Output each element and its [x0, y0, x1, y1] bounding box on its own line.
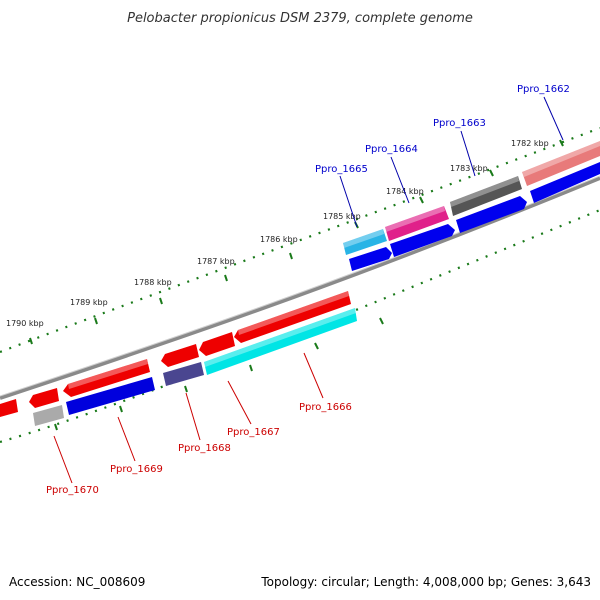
tick-label: 1786 kbp: [260, 235, 298, 244]
minus-strand-inner: [33, 308, 357, 426]
leader-line: [53, 435, 73, 484]
major-tick: [94, 317, 98, 325]
leader-line: [227, 380, 252, 425]
leader-line: [185, 392, 201, 441]
top-leader-lines: [339, 96, 564, 228]
feature-shading: [68, 141, 600, 389]
tick-label: 1790 kbp: [6, 319, 44, 328]
leader-line: [117, 416, 136, 462]
gene-feature[interactable]: [385, 206, 449, 241]
gene-feature[interactable]: [450, 176, 522, 216]
map-title: Pelobacter propionicus DSM 2379, complet…: [127, 11, 473, 26]
major-tick: [159, 297, 163, 305]
gene-label[interactable]: Ppro_1665: [315, 164, 368, 175]
tick-labels: 1782 kbp 1783 kbp 1784 kbp 1785 kbp 1786…: [6, 139, 549, 328]
leader-line: [460, 130, 476, 177]
gene-feature[interactable]: [204, 308, 357, 375]
gene-feature[interactable]: [456, 196, 527, 233]
leader-line: [339, 175, 358, 228]
accession-text: Accession: NC_008609: [9, 575, 145, 589]
tick-label: 1789 kbp: [70, 298, 108, 307]
tick-label: 1785 kbp: [323, 212, 361, 221]
leader-line: [303, 352, 324, 399]
gene-label[interactable]: Ppro_1669: [110, 464, 163, 475]
gene-label[interactable]: Ppro_1670: [46, 485, 99, 496]
major-tick: [314, 342, 319, 350]
gene-feature[interactable]: [522, 141, 600, 186]
minus-strand-outer: [0, 291, 351, 417]
leader-line: [390, 156, 410, 204]
gene-feature[interactable]: [63, 359, 150, 397]
major-tick: [29, 337, 33, 345]
gene-feature[interactable]: [343, 229, 387, 255]
bottom-gene-labels: Ppro_1666 Ppro_1667 Ppro_1668 Ppro_1669 …: [46, 402, 352, 496]
major-tick: [289, 252, 293, 260]
gene-feature[interactable]: [349, 247, 392, 271]
gene-feature[interactable]: [530, 162, 600, 203]
major-tick: [489, 169, 494, 177]
top-gene-labels: Ppro_1662 Ppro_1663 Ppro_1664 Ppro_1665: [315, 84, 570, 175]
major-tick: [559, 139, 564, 147]
tick-label: 1782 kbp: [511, 139, 549, 148]
bottom-leader-lines: [53, 352, 324, 484]
major-ticks: [29, 139, 564, 431]
gene-label[interactable]: Ppro_1662: [517, 84, 570, 95]
gene-label[interactable]: Ppro_1664: [365, 144, 418, 155]
major-tick: [419, 196, 424, 204]
major-tick: [119, 405, 123, 413]
gene-label[interactable]: Ppro_1667: [227, 427, 280, 438]
major-tick: [379, 317, 384, 325]
plus-strand-outer: [343, 141, 600, 255]
upper-tick-arc: [0, 126, 600, 354]
gene-feature[interactable]: [33, 405, 64, 426]
gene-feature[interactable]: [161, 344, 199, 367]
gene-feature[interactable]: [199, 332, 235, 356]
tick-label: 1788 kbp: [134, 278, 172, 287]
gene-feature[interactable]: [66, 377, 155, 415]
genome-summary-text: Topology: circular; Length: 4,008,000 bp…: [260, 575, 591, 589]
tick-label: 1787 kbp: [197, 257, 235, 266]
gene-label[interactable]: Ppro_1668: [178, 443, 231, 454]
major-tick: [224, 274, 228, 282]
major-tick: [249, 364, 253, 372]
gene-feature[interactable]: [234, 291, 351, 343]
gene-feature[interactable]: [29, 388, 59, 408]
gene-feature[interactable]: [0, 399, 18, 417]
gene-label[interactable]: Ppro_1663: [433, 118, 486, 129]
gene-feature[interactable]: [390, 224, 455, 257]
gene-feature[interactable]: [163, 362, 204, 386]
tick-label: 1783 kbp: [450, 164, 488, 173]
major-tick: [184, 385, 188, 393]
leader-line: [543, 96, 564, 141]
tick-dotted-arcs: [0, 126, 600, 444]
gene-label[interactable]: Ppro_1666: [299, 402, 352, 413]
major-tick: [54, 423, 58, 431]
genome-backbone: [0, 176, 600, 400]
plus-strand-inner: [349, 162, 600, 271]
